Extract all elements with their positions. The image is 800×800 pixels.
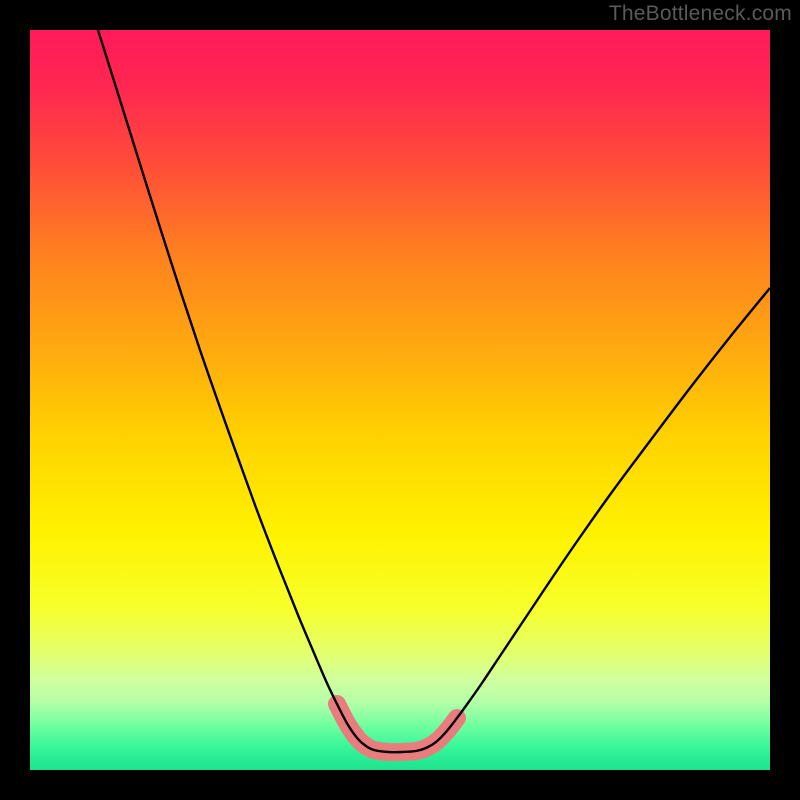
bottleneck-curve (98, 30, 770, 752)
watermark-text: TheBottleneck.com (609, 2, 792, 26)
bottleneck-curve-chart (30, 30, 770, 770)
chart-curves-layer (30, 30, 770, 770)
curve-bottom-accent (337, 704, 457, 752)
